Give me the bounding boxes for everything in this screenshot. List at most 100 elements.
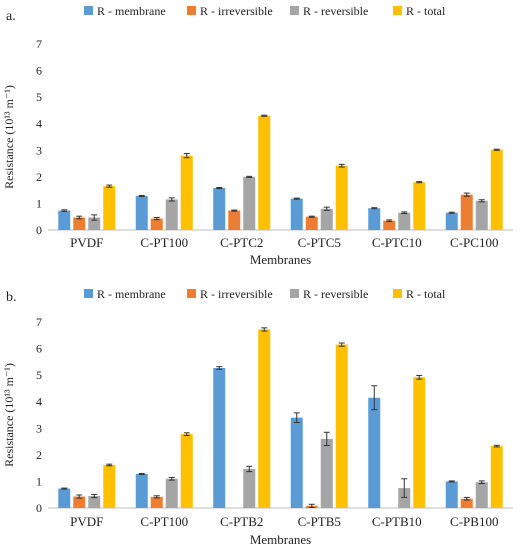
- legend-swatch: [84, 6, 93, 15]
- error-bar: [493, 148, 500, 151]
- error-bar: [231, 209, 238, 212]
- error-bar: [61, 209, 68, 212]
- x-tick-label: C-PTB10: [372, 514, 422, 529]
- bar: [73, 496, 86, 508]
- error-bar: [338, 163, 345, 168]
- bar: [165, 478, 178, 508]
- error-bar: [138, 194, 145, 198]
- legend-label: R - total: [406, 287, 446, 301]
- error-bar: [416, 181, 423, 184]
- bar: [460, 194, 473, 230]
- bar: [490, 149, 503, 230]
- y-tick-label: 2: [36, 170, 42, 184]
- error-bar: [323, 206, 330, 211]
- error-bar: [416, 374, 423, 380]
- bar: [335, 165, 348, 230]
- bar: [445, 481, 458, 508]
- bar: [135, 195, 148, 230]
- legend-swatch: [187, 289, 196, 298]
- error-bar: [338, 342, 345, 347]
- error-bar: [448, 480, 455, 483]
- error-bar: [138, 472, 145, 476]
- error-bar: [168, 197, 175, 202]
- bar: [413, 377, 426, 508]
- y-tick-label: 1: [36, 196, 42, 210]
- bar: [368, 397, 381, 508]
- bar: [243, 176, 256, 230]
- bar: [243, 468, 256, 508]
- bar: [368, 208, 381, 230]
- panel-label: a.: [6, 9, 16, 24]
- error-bar: [293, 412, 300, 423]
- x-tick-label: C-PB100: [450, 514, 498, 529]
- bar: [445, 212, 458, 230]
- y-tick-label: 3: [36, 421, 42, 435]
- bar: [150, 218, 163, 230]
- error-bar: [183, 432, 190, 436]
- legend-entry-2: R - reversible: [290, 4, 368, 18]
- bar: [475, 482, 488, 508]
- error-bar: [323, 431, 330, 447]
- chart-panel-a: a. R - membrane R - irreversible R - revers…: [2, 4, 513, 267]
- error-bar: [448, 211, 455, 214]
- error-bar: [371, 207, 378, 210]
- bar: [58, 488, 71, 508]
- bar: [398, 488, 411, 508]
- y-tick-label: 7: [36, 315, 42, 329]
- legend-entry-2: R - reversible: [290, 287, 368, 301]
- bar: [103, 186, 116, 230]
- x-tick-label: C-PTB5: [298, 514, 341, 529]
- chart-panel-b: b. R - membrane R - irreversible R - revers…: [2, 287, 513, 547]
- panel-label: b.: [6, 290, 17, 305]
- x-tick-label: PVDF: [70, 235, 103, 250]
- y-tick-label: 6: [36, 64, 42, 78]
- y-tick-label: 7: [36, 37, 42, 51]
- bar: [58, 210, 71, 230]
- x-tick-label: C-PTB2: [220, 514, 263, 529]
- error-bar: [401, 478, 408, 498]
- error-bar: [153, 217, 160, 221]
- bar: [490, 446, 503, 508]
- error-bar: [76, 494, 83, 499]
- y-tick-label: 6: [36, 342, 42, 356]
- error-bar: [216, 186, 223, 190]
- legend-swatch: [84, 289, 93, 298]
- bar: [383, 220, 396, 230]
- x-tick-label: C-PTC10: [372, 235, 422, 250]
- error-bar: [386, 219, 393, 222]
- error-bar: [91, 214, 98, 221]
- bar: [150, 496, 163, 508]
- error-bar: [261, 327, 268, 332]
- legend-label: R - reversible: [303, 4, 368, 18]
- legend-label: R - membrane: [97, 287, 166, 301]
- x-tick-label: C-PT100: [140, 235, 188, 250]
- y-tick-label: 5: [36, 368, 42, 382]
- error-bar: [246, 175, 253, 178]
- x-axis-label: Membranes: [250, 532, 311, 547]
- legend-entry-1: R - irreversible: [187, 287, 273, 301]
- bar: [320, 208, 333, 230]
- bar: [228, 210, 241, 230]
- error-bar: [463, 192, 470, 197]
- y-tick-label: 3: [36, 143, 42, 157]
- error-bar: [261, 114, 268, 117]
- bar: [103, 464, 116, 508]
- bar: [320, 438, 333, 508]
- x-tick-label: PVDF: [70, 514, 103, 529]
- x-tick-label: C-PTC2: [220, 235, 263, 250]
- error-bar: [106, 463, 113, 467]
- y-tick-label: 4: [36, 395, 42, 409]
- error-bar: [106, 184, 113, 188]
- bar: [413, 182, 426, 230]
- error-bar: [463, 496, 470, 501]
- x-tick-label: C-PC100: [450, 235, 498, 250]
- error-bar: [308, 503, 315, 508]
- error-bar: [246, 465, 253, 473]
- legend-entry-0: R - membrane: [84, 4, 166, 18]
- bar: [335, 344, 348, 508]
- legend-swatch: [290, 289, 299, 298]
- bar: [460, 498, 473, 508]
- bar: [88, 496, 101, 508]
- x-tick-label: C-PT100: [140, 514, 188, 529]
